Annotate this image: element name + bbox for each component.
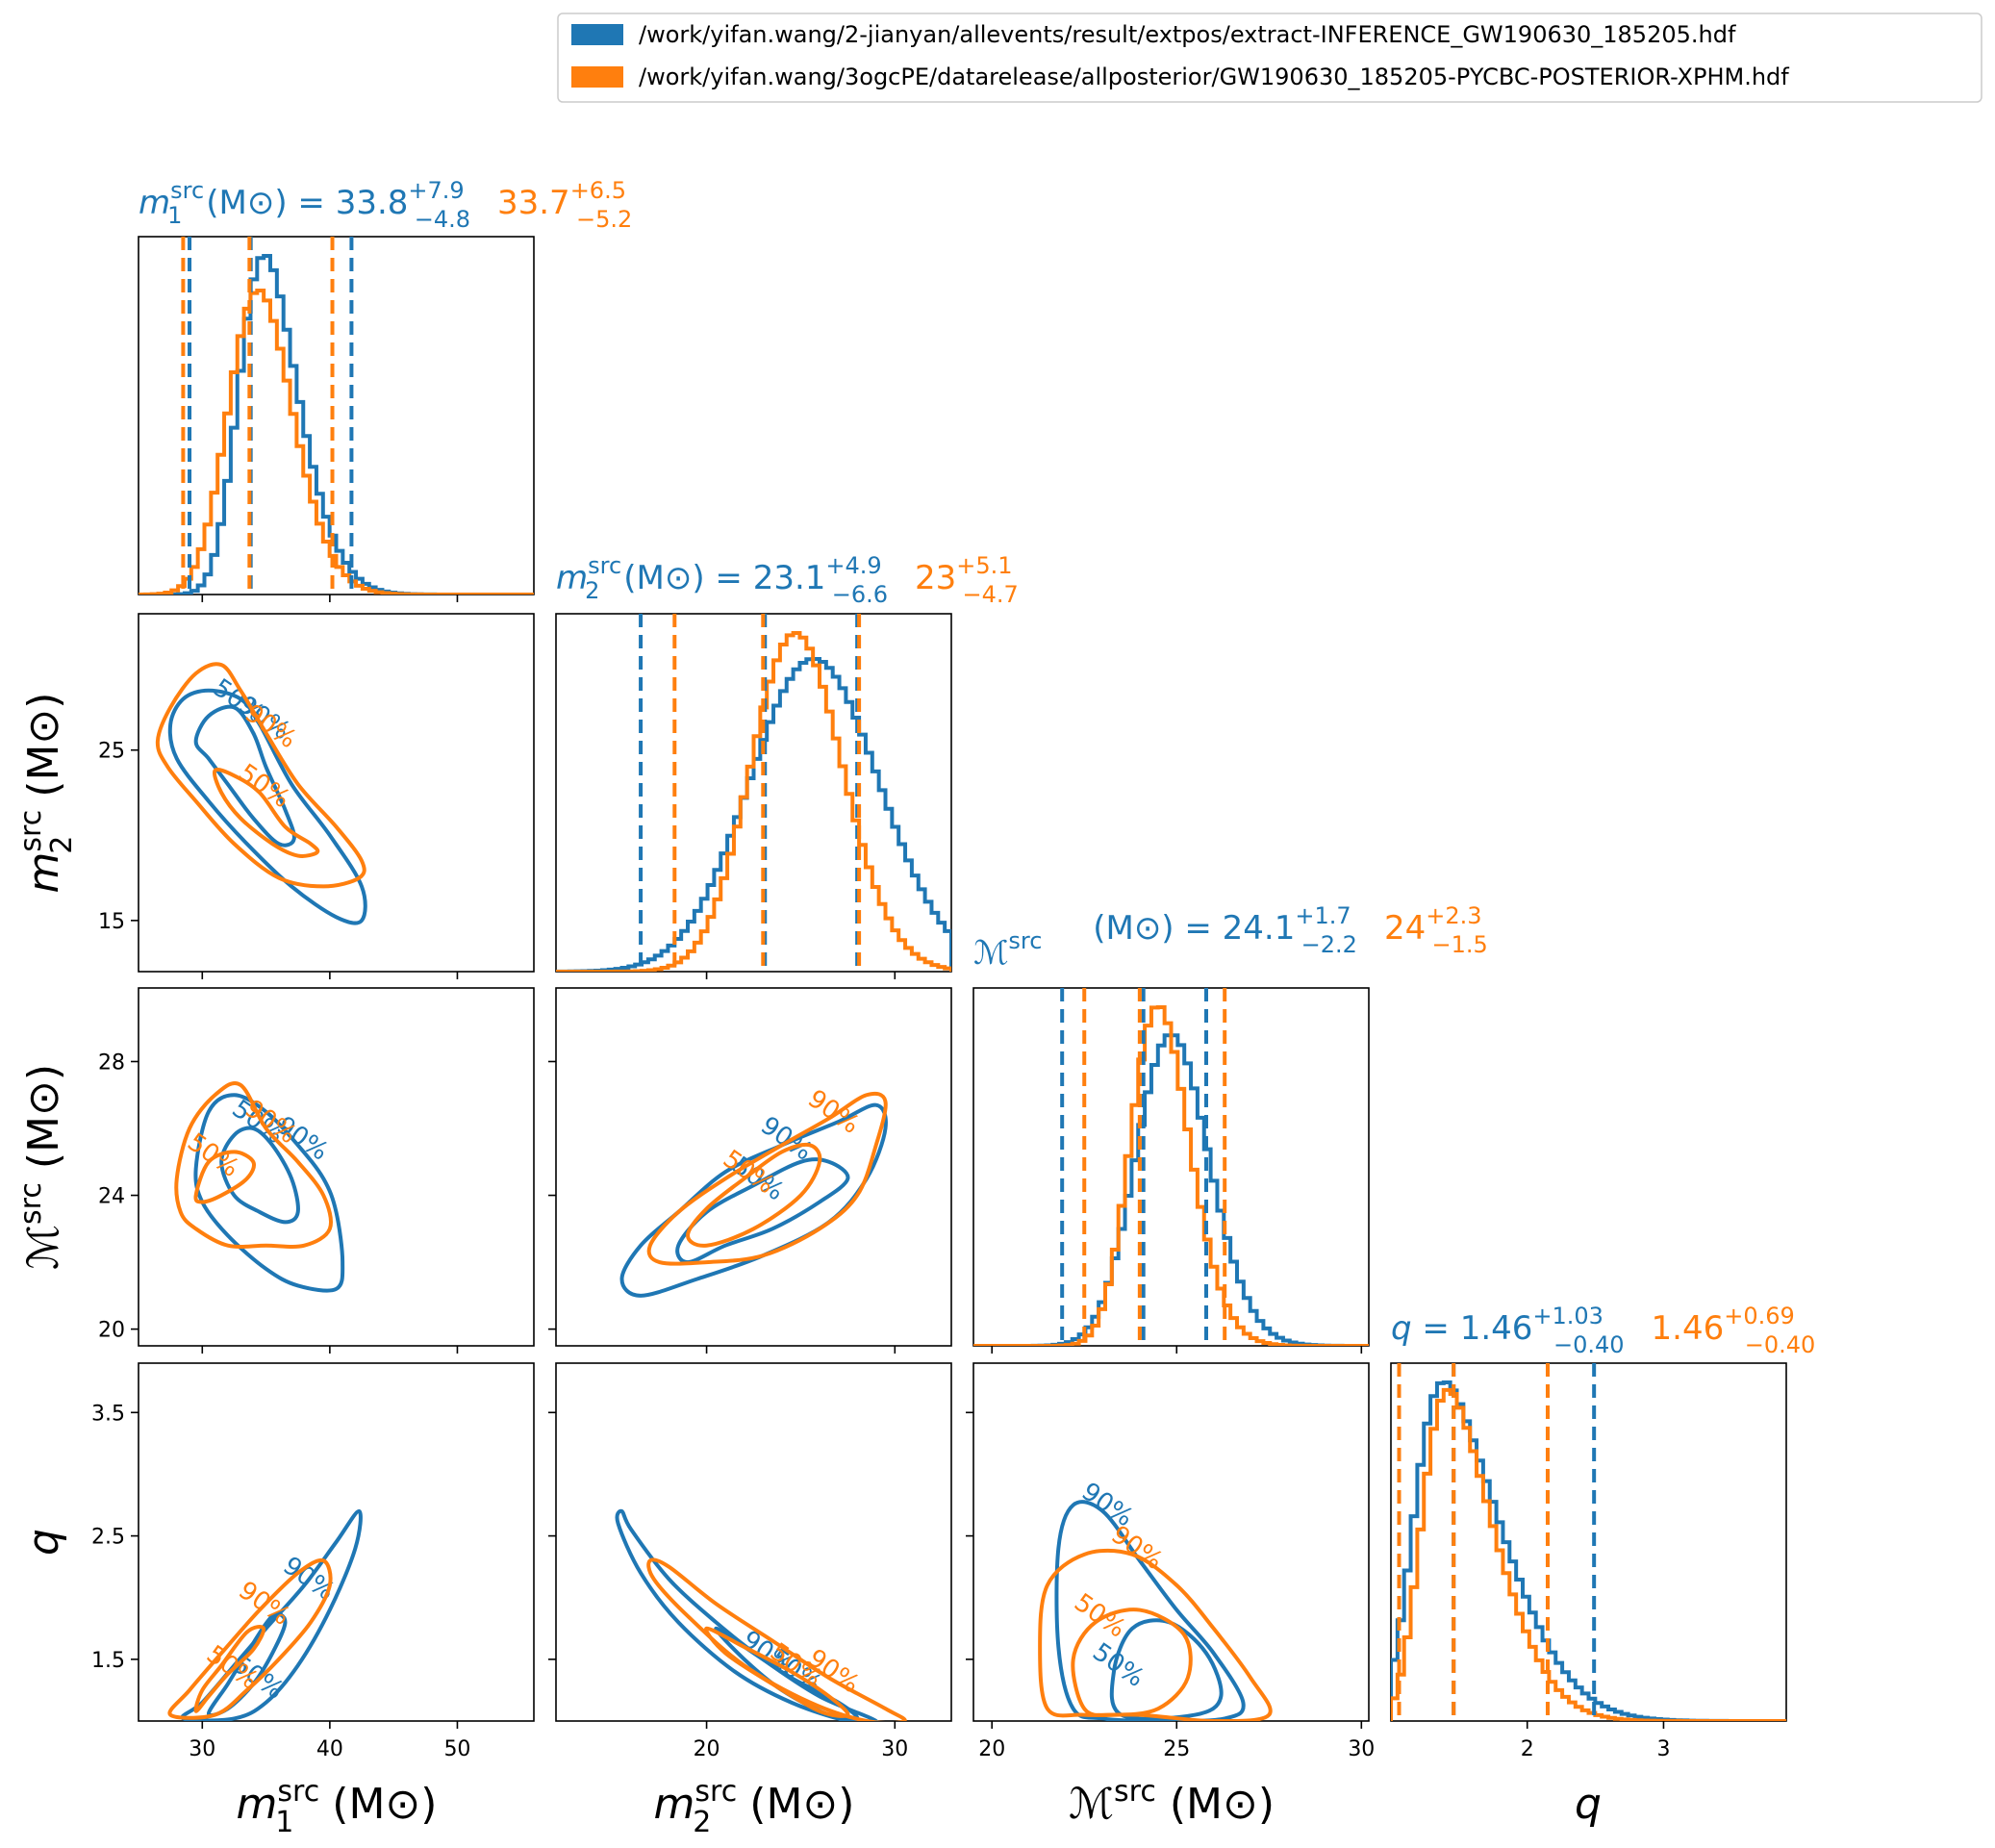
contour-a-50: [219, 1126, 300, 1225]
contour-a-90: [167, 688, 367, 925]
y-tick-label: 3.5: [91, 1402, 125, 1426]
contour-b-50: [193, 1625, 266, 1713]
y-tick-label: 24: [98, 1185, 125, 1209]
panel-0-0: [138, 236, 535, 602]
histogram-b: [1391, 1387, 1786, 1721]
contour-b-50: [685, 1142, 822, 1248]
histogram-b: [139, 289, 534, 595]
panel-1-1: [555, 613, 952, 979]
contour-a-90: [1054, 1500, 1246, 1721]
contour-a-50: [675, 1157, 850, 1265]
marginal-title-2: msrc 2 (M⊙) = 23.1+4.9 −6.6 23+5.1 −4.7: [556, 552, 1019, 608]
x-tick-label: 40: [316, 1737, 343, 1761]
x-axis-label-m1: msrc 1 (M⊙): [237, 1775, 438, 1839]
y-tick-label: 28: [98, 1051, 125, 1075]
panel-frame: [138, 613, 535, 973]
x-axis-label-chirp: ℳsrc (M⊙): [1069, 1775, 1275, 1829]
contour-b-90: [646, 1557, 907, 1721]
legend-entry: /work/yifan.wang/2-jianyan/allevents/res…: [639, 21, 1736, 48]
legend-frame: [557, 13, 1982, 103]
x-tick-label: 2: [1521, 1737, 1534, 1761]
contour-b-90: [1038, 1548, 1273, 1721]
contour-a-90: [615, 1508, 878, 1721]
x-tick-label: 30: [881, 1737, 908, 1761]
x-tick-label: 3: [1656, 1737, 1670, 1761]
y-axis-label-q: q: [19, 1529, 68, 1556]
histogram-a: [556, 657, 951, 972]
corner-panels: 50%90%50%90%152550%90%50%90%20242850%90%…: [91, 236, 1787, 1761]
contour-b-90: [167, 1557, 333, 1720]
marginal-title-4: q = 1.46+1.03 −0.40 1.46+0.69 −0.40: [1391, 1303, 1815, 1358]
x-axis-label-m2: msrc 2 (M⊙): [654, 1775, 855, 1839]
contour-b-90: [646, 1091, 888, 1266]
x-tick-label: 25: [1163, 1737, 1190, 1761]
legend: /work/yifan.wang/2-jianyan/allevents/res…: [557, 13, 1982, 103]
legend-swatch: [571, 66, 623, 88]
contour-b-50: [213, 768, 320, 858]
axis-labels: msrc 1 (M⊙) msrc 2 (M⊙) ℳsrc (M⊙) q msrc2 (M⊙)…: [14, 693, 1602, 1839]
x-tick-label: 20: [978, 1737, 1005, 1761]
y-tick-label: 25: [98, 740, 125, 764]
contour-a-50: [1109, 1618, 1224, 1721]
y-tick-label: 1.5: [91, 1649, 125, 1673]
marginal-titles: msrc 1 (M⊙) = 33.8+7.9 −4.8 33.7+6.5 −5.2 msr…: [139, 177, 1815, 1358]
legend-swatch: [571, 24, 623, 45]
contour-a-90: [193, 1093, 345, 1293]
contour-a-50: [193, 704, 296, 848]
panel-frame: [555, 1362, 952, 1722]
panel-frame: [1390, 1362, 1787, 1722]
contour-b-90: [155, 662, 366, 889]
x-tick-label: 20: [694, 1737, 720, 1761]
x-tick-label: 30: [189, 1737, 215, 1761]
x-tick-label: 50: [443, 1737, 470, 1761]
y-tick-label: 15: [98, 910, 125, 934]
panel-2-2: [972, 987, 1370, 1354]
panel-frame: [972, 1362, 1370, 1722]
panel-2-1: 50%90%50%90%: [548, 987, 952, 1354]
histogram-b: [973, 1005, 1369, 1346]
legend-entry: /work/yifan.wang/3ogcPE/datarelease/allp…: [639, 63, 1789, 90]
marginal-title-1: msrc 1 (M⊙) = 33.8+7.9 −4.8 33.7+6.5 −5.2: [139, 177, 632, 233]
panel-3-2: 50%90%50%90%20 25 30: [966, 1362, 1375, 1761]
y-tick-label: 2.5: [91, 1526, 125, 1550]
y-axis-label-m2: msrc2 (M⊙): [14, 693, 79, 894]
marginal-title-3: ℳsrc (M⊙) = 24.1+1.7 −2.2 24+2.3 −1.5: [973, 902, 1488, 973]
x-tick-label: 30: [1348, 1737, 1375, 1761]
panel-3-1: 50%90%50%90%20 30: [548, 1362, 952, 1761]
x-axis-label-q: q: [1575, 1780, 1602, 1829]
y-tick-label: 20: [98, 1319, 125, 1343]
contour-b-90: [174, 1080, 334, 1249]
y-axis-label-chirp: ℳsrc (M⊙): [14, 1064, 68, 1270]
panel-3-0: 50%90%50%90%30 40 501.52.53.5: [91, 1362, 535, 1761]
contour-b-50: [193, 1150, 256, 1204]
